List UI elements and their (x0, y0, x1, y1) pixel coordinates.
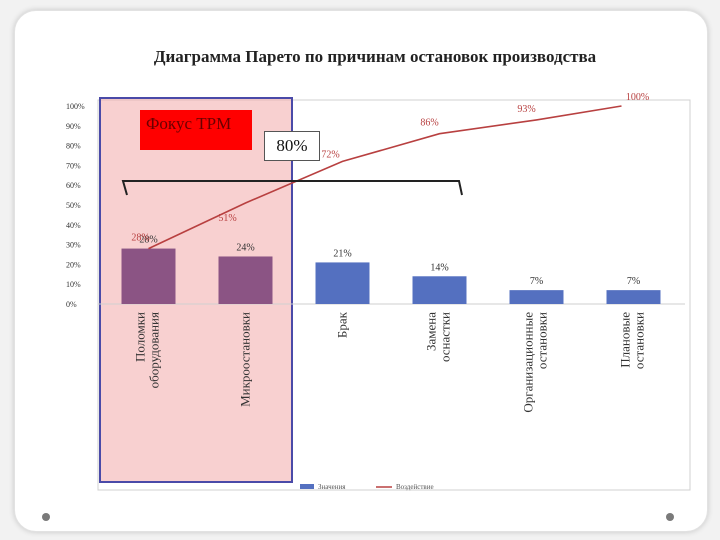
line-labels: 28% 51% 72% 86% 93% 100% (131, 92, 649, 244)
bar (509, 290, 564, 304)
legend-label-impact: Воздействие (396, 483, 434, 491)
category-label: Поломки (133, 312, 148, 362)
bar-value-label: 21% (333, 248, 351, 259)
category-label: остановки (535, 312, 550, 369)
bar (412, 276, 467, 304)
bars (121, 248, 661, 304)
bracket (121, 180, 463, 196)
y-tick-label: 40% (66, 221, 81, 230)
line-value-label: 86% (420, 118, 438, 129)
y-tick-label: 60% (66, 181, 81, 190)
y-tick-label: 50% (66, 201, 81, 210)
bar-value-label: 7% (627, 276, 640, 287)
category-label: Брак (335, 311, 350, 338)
category-label: Организационные (521, 312, 536, 413)
y-tick-label: 80% (66, 142, 81, 151)
category-label: Микроостановки (238, 312, 253, 407)
y-tick-label: 0% (66, 300, 77, 309)
y-tick-label: 10% (66, 280, 81, 289)
slide-dot-right (666, 513, 674, 521)
chart-title: Диаграмма Парето по причинам остановок п… (153, 47, 597, 66)
bar-value-label: 14% (430, 262, 448, 273)
cumulative-line (148, 105, 622, 250)
y-tick-label: 90% (66, 122, 81, 131)
legend-swatch-values (300, 484, 314, 489)
category-label: оснастки (438, 312, 453, 362)
category-label: остановки (632, 312, 647, 369)
y-tick-label: 70% (66, 161, 81, 170)
category-labels: Поломки оборудования Микроостановки Брак Зам… (133, 311, 647, 412)
bar (218, 256, 273, 304)
category-label: оборудования (147, 312, 162, 388)
bar-value-label: 28% (139, 235, 157, 246)
line-value-label: 51% (218, 213, 236, 224)
focus-label: Фокус ТРМ (146, 114, 232, 133)
y-tick-label: 100% (66, 102, 85, 111)
y-tick-label: 30% (66, 241, 81, 250)
bar (121, 248, 176, 304)
line-value-label: 28% (131, 233, 149, 244)
category-label: Плановые (618, 312, 633, 368)
slide-dot-left (42, 513, 50, 521)
focus-box (140, 110, 252, 150)
bar-value-label: 24% (236, 242, 254, 253)
bar-value-label: 7% (530, 276, 543, 287)
threshold-label-box: 80% (264, 131, 320, 161)
bar (606, 290, 661, 304)
category-label: Замена (424, 312, 439, 351)
bar-labels: 28% 24% 21% 14% 7% 7% (139, 235, 640, 288)
legend-label-values: Значения (318, 483, 346, 491)
line-value-label: 93% (517, 104, 535, 115)
bar (315, 262, 370, 304)
legend: Значения Воздействие (300, 483, 434, 491)
y-tick-label: 20% (66, 260, 81, 269)
line-value-label: 100% (626, 92, 649, 103)
line-value-label: 72% (321, 149, 339, 160)
y-axis: 0% 10% 20% 30% 40% 50% 60% 70% 80% 90% 100% (66, 102, 85, 309)
